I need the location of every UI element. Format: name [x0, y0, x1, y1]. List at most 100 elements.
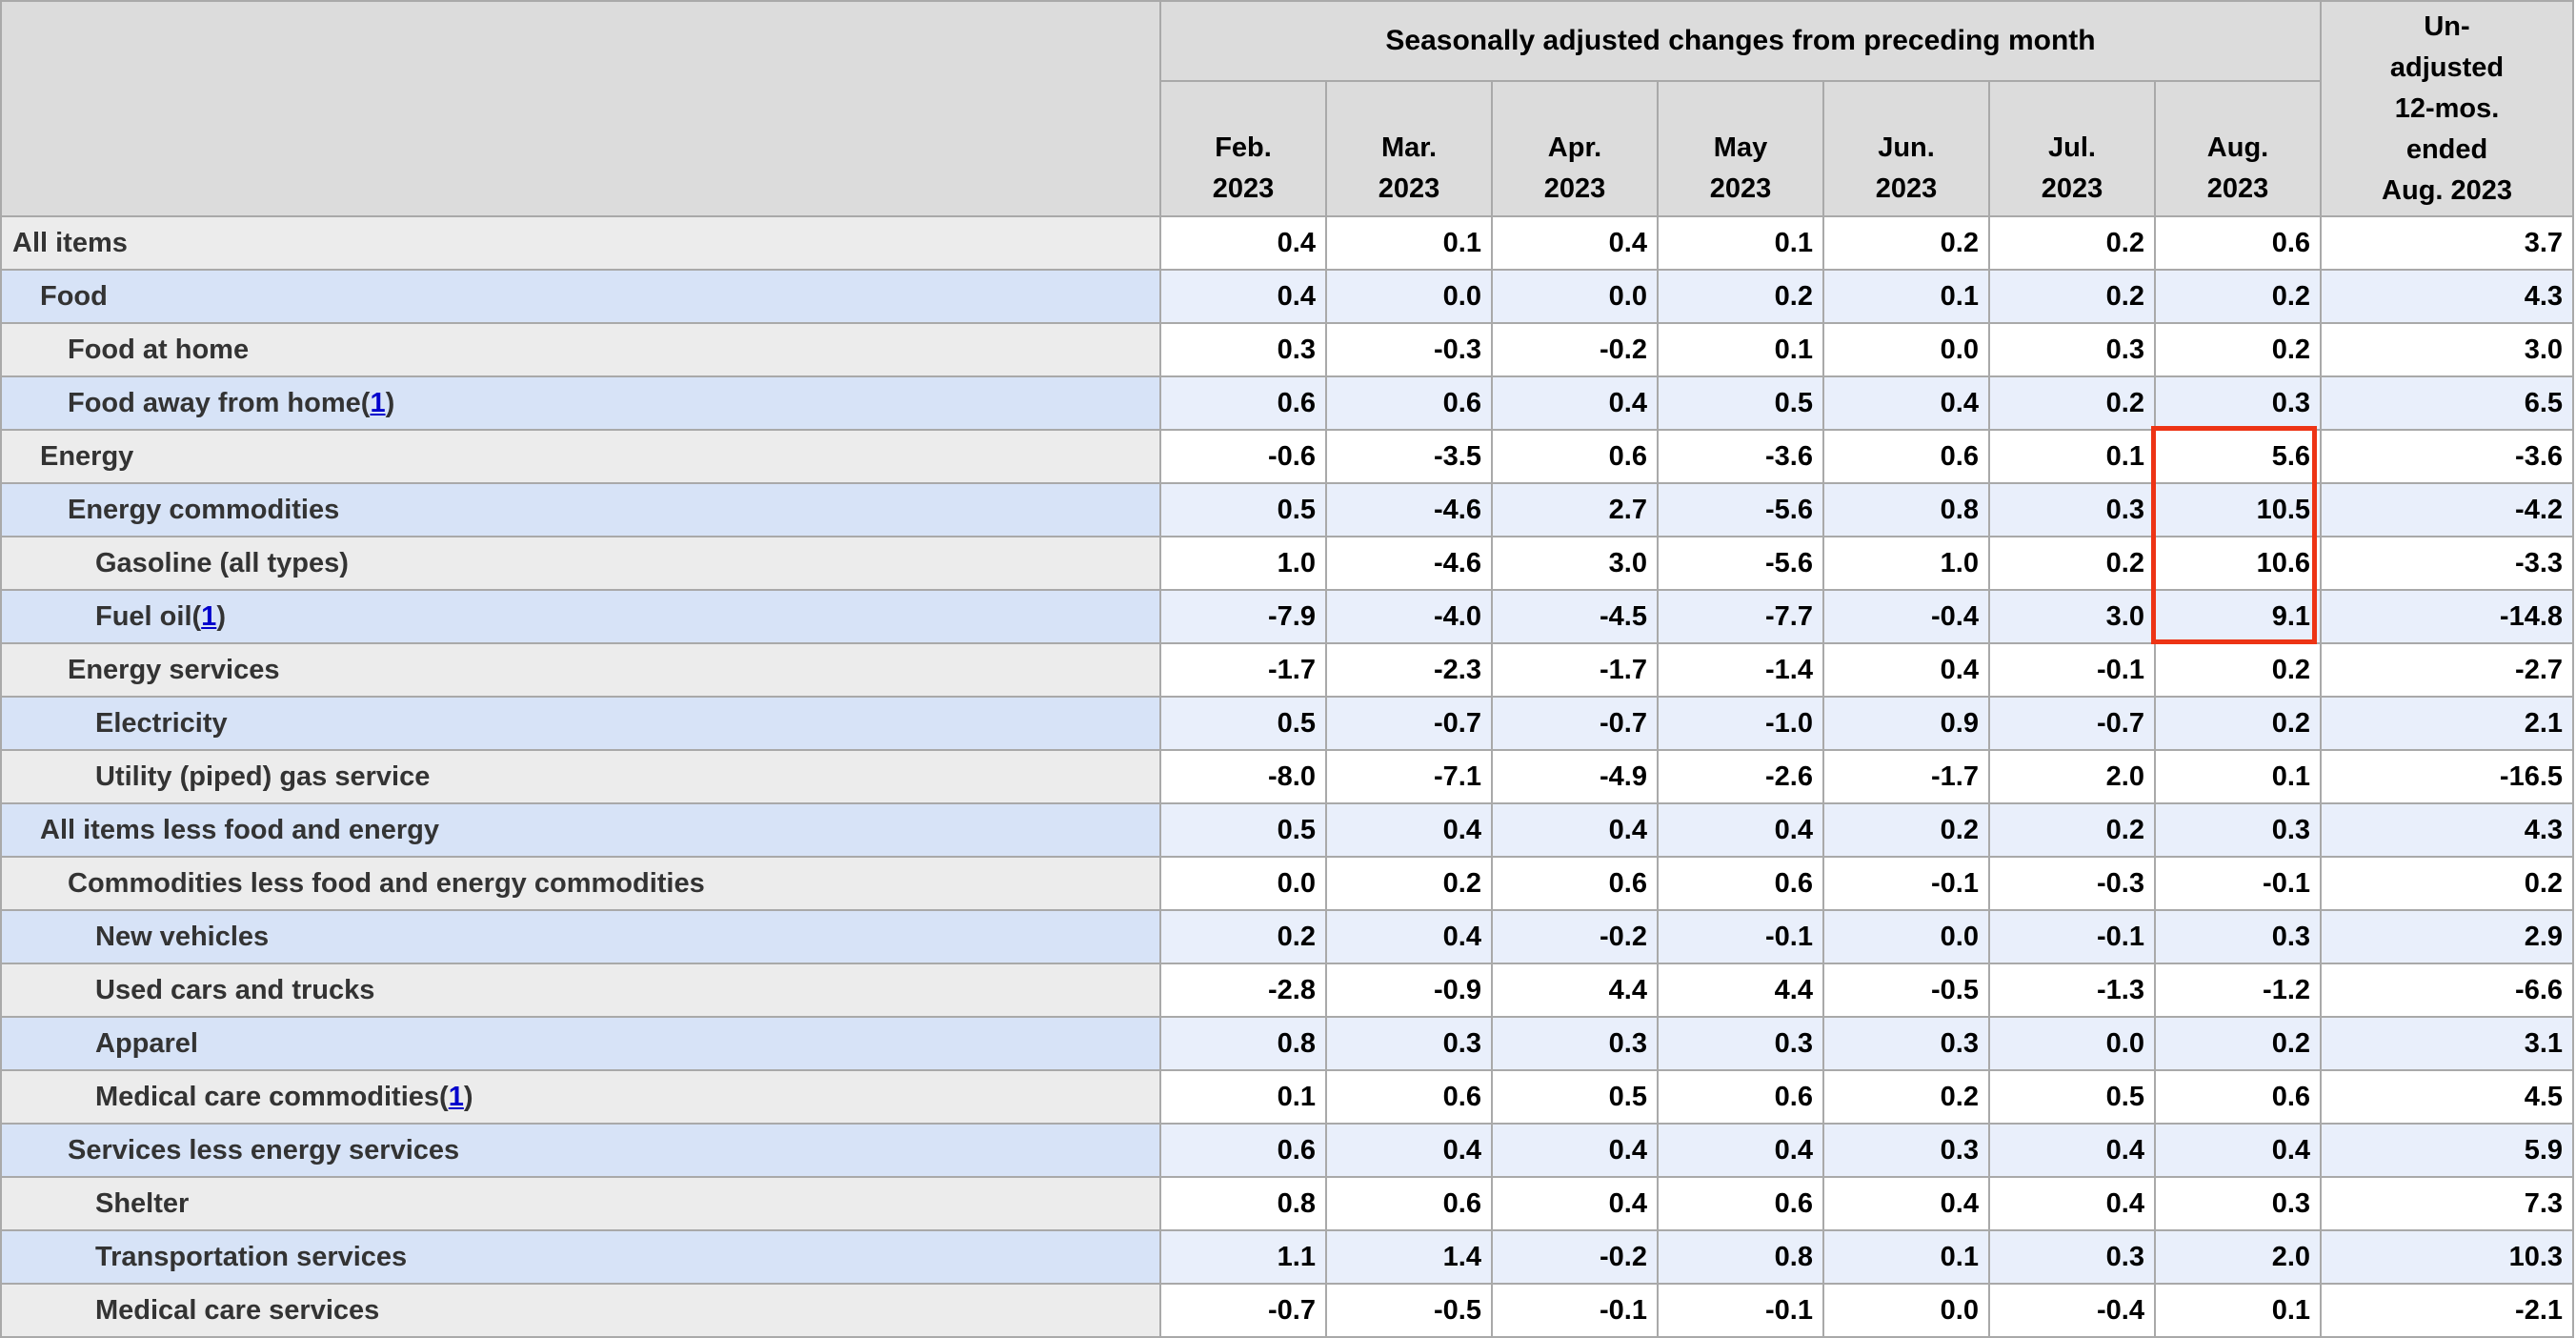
- value-cell: -1.2: [2153, 963, 2323, 1018]
- value-cell: 0.4: [1988, 1176, 2156, 1231]
- value-cell: 0.4: [1325, 909, 1493, 964]
- value-cell: -2.6: [1657, 749, 1824, 804]
- value-cell: -1.7: [1822, 749, 1990, 804]
- value-cell: 0.1: [2153, 1283, 2323, 1338]
- value-cell: 0.2: [2153, 642, 2323, 698]
- value-cell: 0.2: [2153, 1016, 2323, 1071]
- value-cell: 0.2: [1822, 1069, 1990, 1125]
- value-cell: 4.4: [1657, 963, 1824, 1018]
- value-cell: 6.5: [2320, 375, 2575, 431]
- value-cell: 0.6: [1657, 1069, 1824, 1125]
- value-cell: 0.6: [1325, 1176, 1493, 1231]
- header-row-span: Seasonally adjusted changes from precedi…: [0, 0, 2575, 217]
- table-row: Electricity 0.5 -0.7 -0.7 -1.0 0.9 -0.7 0.2 2.1: [0, 696, 2575, 751]
- row-label: Energy: [0, 429, 1161, 484]
- value-cell: 0.6: [1159, 1123, 1327, 1178]
- value-cell: 1.0: [1822, 536, 1990, 591]
- value-cell: -0.1: [1491, 1283, 1659, 1338]
- value-cell: 0.2: [2320, 856, 2575, 911]
- value-cell: 0.2: [1988, 802, 2156, 858]
- value-cell: 2.9: [2320, 909, 2575, 964]
- table-row: Food 0.4 0.0 0.0 0.2 0.1 0.2 0.2 4.3: [0, 269, 2575, 324]
- corner-header-cell: [0, 0, 1161, 217]
- month-header-jun: Jun. 2023: [1822, 80, 1990, 217]
- value-cell: 0.6: [1491, 429, 1659, 484]
- value-cell: -0.2: [1491, 909, 1659, 964]
- value-cell: 0.4: [1325, 1123, 1493, 1178]
- value-cell: -1.7: [1159, 642, 1327, 698]
- value-cell: 0.8: [1822, 482, 1990, 537]
- value-cell: 0.1: [2153, 749, 2323, 804]
- value-cell: -0.7: [1491, 696, 1659, 751]
- value-cell: -0.2: [1491, 322, 1659, 377]
- footnote-link[interactable]: 1: [201, 600, 217, 632]
- value-cell: 0.3: [1988, 1229, 2156, 1285]
- value-cell: 0.3: [2153, 1176, 2323, 1231]
- value-cell: -0.6: [1159, 429, 1327, 484]
- row-label: Used cars and trucks: [0, 963, 1161, 1018]
- table-header: Seasonally adjusted changes from precedi…: [0, 0, 2575, 217]
- value-cell: 2.0: [2153, 1229, 2323, 1285]
- value-cell: -0.1: [1822, 856, 1990, 911]
- row-label: Electricity: [0, 696, 1161, 751]
- value-cell: 0.3: [1822, 1123, 1990, 1178]
- value-cell: -3.6: [1657, 429, 1824, 484]
- value-cell: 4.4: [1491, 963, 1659, 1018]
- value-cell: 0.3: [1657, 1016, 1824, 1071]
- row-label-text: Food at home: [68, 334, 250, 365]
- value-cell: -0.5: [1822, 963, 1990, 1018]
- value-cell: 1.0: [1159, 536, 1327, 591]
- value-cell: 0.5: [1159, 482, 1327, 537]
- value-cell: 4.3: [2320, 269, 2575, 324]
- value-cell: 3.0: [1491, 536, 1659, 591]
- row-label-text: Energy commodities: [68, 494, 340, 525]
- row-label-text: New vehicles: [95, 921, 270, 952]
- value-cell: 0.3: [2153, 375, 2323, 431]
- value-cell: -4.5: [1491, 589, 1659, 644]
- value-cell: 0.2: [1657, 269, 1824, 324]
- value-cell: 0.2: [1988, 215, 2156, 271]
- value-cell: 0.0: [1325, 269, 1493, 324]
- value-cell: -4.9: [1491, 749, 1659, 804]
- value-cell: 0.0: [1822, 1283, 1990, 1338]
- value-cell: 0.3: [1159, 322, 1327, 377]
- value-cell: 0.6: [1657, 1176, 1824, 1231]
- row-label-text: Fuel oil: [95, 600, 192, 632]
- value-cell: -0.3: [1988, 856, 2156, 911]
- row-label-text: All items less food and energy: [40, 814, 439, 845]
- value-cell: -14.8: [2320, 589, 2575, 644]
- row-label-text: Energy: [40, 440, 134, 472]
- value-cell: 0.8: [1657, 1229, 1824, 1285]
- footnote-link[interactable]: 1: [370, 387, 386, 418]
- value-cell: 0.3: [1325, 1016, 1493, 1071]
- value-cell: -0.2: [1491, 1229, 1659, 1285]
- value-cell: -0.9: [1325, 963, 1493, 1018]
- row-label: Gasoline (all types): [0, 536, 1161, 591]
- value-cell: 0.4: [1822, 375, 1990, 431]
- value-cell: 0.2: [1325, 856, 1493, 911]
- value-cell: 0.3: [2153, 802, 2323, 858]
- value-cell: 4.3: [2320, 802, 2575, 858]
- value-cell: -7.1: [1325, 749, 1493, 804]
- row-label-text: Services less energy services: [68, 1134, 460, 1166]
- row-label-text: Medical care commodities: [95, 1081, 440, 1112]
- value-cell: 3.0: [2320, 322, 2575, 377]
- value-cell: -0.4: [1988, 1283, 2156, 1338]
- month-header-feb: Feb. 2023: [1159, 80, 1327, 217]
- value-cell: 3.0: [1988, 589, 2156, 644]
- value-cell: 10.5: [2153, 482, 2323, 537]
- value-cell: -5.6: [1657, 536, 1824, 591]
- value-cell: -2.3: [1325, 642, 1493, 698]
- value-cell: -0.3: [1325, 322, 1493, 377]
- row-label-text: Gasoline (all types): [95, 547, 349, 578]
- value-cell: 3.7: [2320, 215, 2575, 271]
- table-row: Energy commodities 0.5 -4.6 2.7 -5.6 0.8 0.3 10…: [0, 482, 2575, 537]
- value-cell: -0.1: [1988, 909, 2156, 964]
- row-label: All items less food and energy: [0, 802, 1161, 858]
- value-cell: 0.5: [1988, 1069, 2156, 1125]
- value-cell: 0.4: [1657, 802, 1824, 858]
- value-cell: -1.3: [1988, 963, 2156, 1018]
- footnote-link[interactable]: 1: [448, 1081, 464, 1112]
- value-cell: 0.6: [1822, 429, 1990, 484]
- row-label: Commodities less food and energy commodi…: [0, 856, 1161, 911]
